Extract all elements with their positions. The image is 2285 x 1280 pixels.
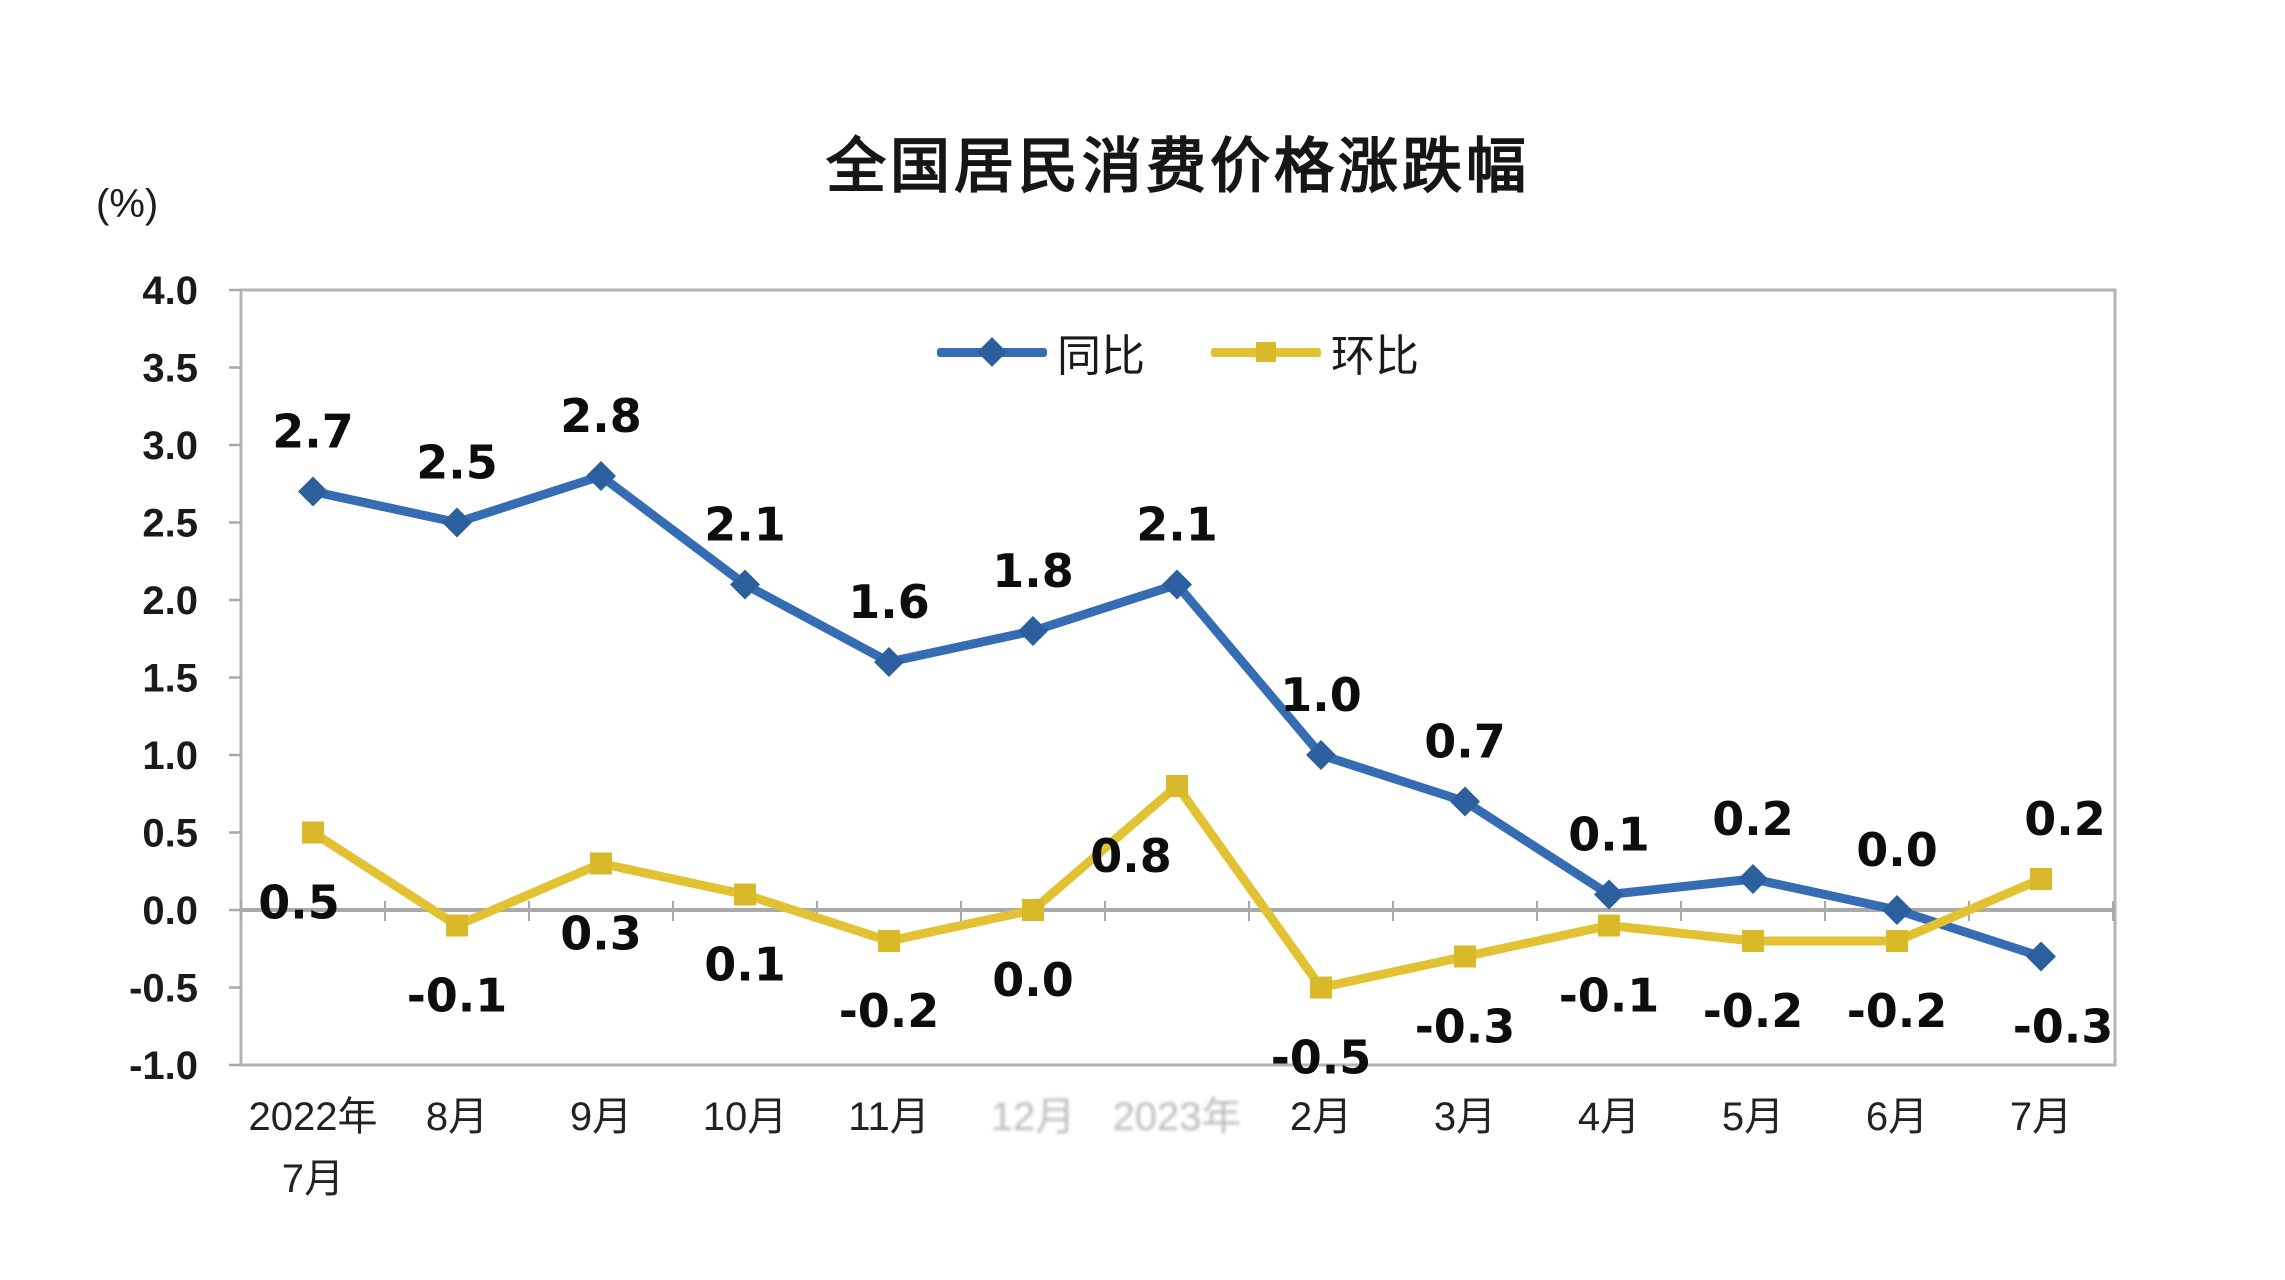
data-label: 0.2 (1712, 792, 1794, 846)
y-axis-label: 1.0 (142, 734, 198, 778)
data-label: -0.3 (1415, 1000, 1516, 1054)
mom-marker (590, 852, 612, 875)
data-label: -0.2 (1847, 984, 1948, 1038)
y-axis-label: 0.5 (142, 812, 198, 856)
y-axis-label: 3.0 (142, 424, 198, 468)
data-label: 0.8 (1090, 829, 1172, 883)
data-label: -0.1 (407, 969, 508, 1023)
mom-marker (878, 930, 900, 952)
x-axis-label: 2023年 (1113, 1095, 1242, 1139)
data-label: 0.7 (1424, 715, 1506, 769)
y-axis-label: -1.0 (129, 1044, 198, 1088)
mom-marker (302, 821, 324, 844)
x-axis-label: 3月 (1434, 1095, 1496, 1139)
data-label: 1.6 (848, 575, 930, 629)
mom-marker (1454, 945, 1476, 968)
data-label: 2.1 (1136, 498, 1218, 552)
yoy-marker (1882, 895, 1912, 925)
legend-item-mom: 环比 (1211, 320, 1419, 384)
data-label: 1.8 (992, 544, 1074, 598)
legend: 同比 环比 (937, 320, 1419, 384)
yoy-marker (1018, 616, 1048, 646)
y-axis-unit-label: (%) (96, 182, 159, 226)
y-axis-label: 3.5 (142, 347, 198, 391)
x-axis-label: 12月 (991, 1095, 1076, 1139)
x-axis-label: 2月 (1290, 1095, 1352, 1139)
mom-marker (1166, 775, 1188, 797)
y-axis-label: 2.0 (142, 579, 198, 623)
data-label: 0.0 (992, 953, 1074, 1007)
data-label: 2.8 (560, 389, 642, 443)
yoy-marker (298, 476, 328, 507)
data-label: -0.3 (2013, 1000, 2114, 1054)
data-label: 0.1 (704, 938, 786, 992)
mom-marker (2030, 868, 2052, 890)
y-axis-label: 4.0 (142, 269, 198, 313)
yoy-marker (1306, 740, 1336, 770)
x-axis-label: 6月 (1866, 1095, 1928, 1139)
data-label: 0.2 (2024, 792, 2106, 846)
yoy-marker (1738, 864, 1768, 894)
yoy-marker (730, 569, 760, 600)
x-axis-label: 10月 (703, 1095, 788, 1139)
yoy-line-swatch (937, 337, 1047, 367)
mom-marker (1310, 976, 1332, 999)
legend-label-mom: 环比 (1331, 332, 1419, 381)
data-label: 2.7 (272, 405, 354, 459)
yoy-marker (1450, 786, 1480, 817)
mom-marker (734, 883, 756, 906)
data-label: -0.5 (1271, 1031, 1372, 1085)
data-label: 0.5 (258, 876, 340, 930)
mom-marker (1022, 899, 1044, 921)
yoy-marker (1162, 569, 1192, 600)
data-label: 0.0 (1856, 823, 1938, 877)
yoy-marker (874, 647, 904, 677)
yoy-marker (586, 461, 616, 491)
mom-line-swatch (1211, 342, 1321, 362)
legend-item-yoy: 同比 (937, 320, 1145, 384)
mom-marker (446, 914, 468, 937)
yoy-marker (1594, 879, 1624, 910)
data-label: 1.0 (1280, 668, 1362, 722)
x-axis-label: 2022年 (249, 1095, 378, 1139)
x-axis-label: 11月 (848, 1095, 930, 1139)
square-marker-icon (1256, 342, 1276, 362)
y-axis-label: 1.5 (142, 657, 198, 701)
data-label: 2.5 (416, 436, 498, 490)
data-label: 0.3 (560, 907, 642, 961)
data-label: -0.2 (1703, 984, 1804, 1038)
data-label: 2.1 (704, 498, 786, 552)
mom-marker (1742, 930, 1764, 952)
mom-marker (1598, 914, 1620, 937)
yoy-marker (2026, 941, 2056, 972)
yoy-marker (442, 507, 472, 538)
y-axis-label: 2.5 (142, 502, 198, 546)
y-axis-label: -0.5 (129, 967, 198, 1011)
x-axis-label: 5月 (1722, 1095, 1784, 1139)
x-axis-label: 4月 (1578, 1095, 1640, 1139)
x-axis-label: 7月 (2010, 1095, 2072, 1139)
x-axis-label: 8月 (426, 1095, 488, 1139)
legend-label-yoy: 同比 (1057, 332, 1145, 381)
data-label: -0.2 (839, 984, 940, 1038)
plot-border (239, 288, 2117, 1067)
x-axis-label: 9月 (570, 1095, 632, 1139)
mom-marker (1886, 930, 1908, 952)
x-axis-label: 7月 (282, 1157, 344, 1201)
chart-title: 全国居民消费价格涨跌幅 (826, 133, 1530, 200)
data-label: 0.1 (1568, 808, 1650, 862)
data-label: -0.1 (1559, 969, 1660, 1023)
y-axis-label: 0.0 (142, 889, 198, 933)
